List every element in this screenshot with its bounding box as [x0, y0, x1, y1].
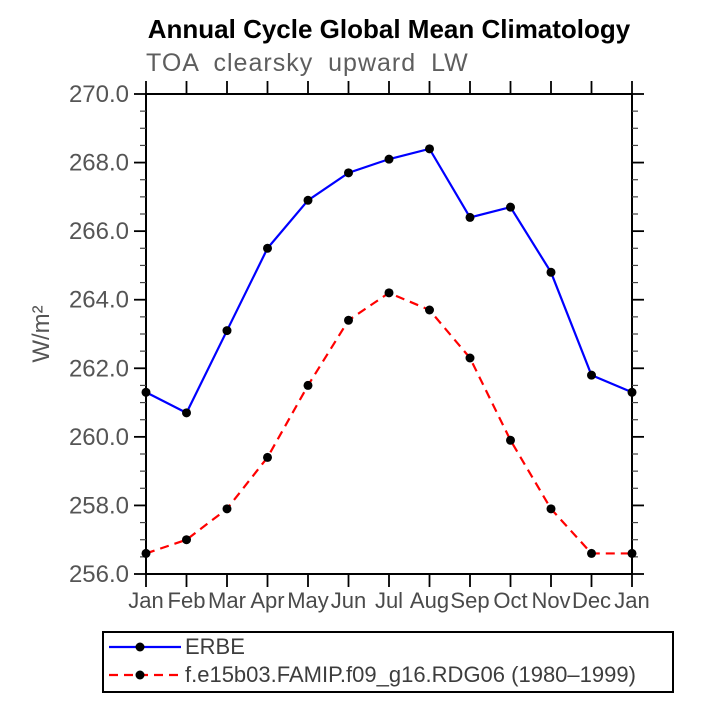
data-point-marker — [425, 305, 434, 315]
y-tick-label: 262.0 — [69, 355, 129, 382]
data-point-marker — [506, 202, 515, 212]
legend-marker-1 — [135, 670, 145, 680]
y-tick-label: 266.0 — [69, 218, 129, 245]
y-tick-label: 268.0 — [69, 150, 129, 177]
data-point-marker — [587, 548, 596, 558]
data-point-marker — [263, 243, 272, 253]
legend-item-model: f.e15b03.FAMIP.f09_g16.RDG06 (1980–1999) — [104, 661, 672, 689]
month-label: Aug — [410, 588, 449, 613]
data-point-marker — [546, 504, 556, 514]
month-label: May — [287, 588, 329, 613]
series-line-erbe — [145, 147, 633, 415]
data-point-marker — [425, 144, 434, 154]
legend-sample-line-1 — [109, 670, 181, 680]
data-point-marker — [344, 315, 353, 325]
data-point-marker — [587, 370, 596, 380]
legend-label-model: f.e15b03.FAMIP.f09_g16.RDG06 (1980–1999) — [185, 662, 636, 687]
data-point-marker — [222, 326, 232, 336]
month-label: Apr — [250, 588, 284, 613]
y-tick-label: 258.0 — [69, 492, 129, 519]
data-point-marker — [182, 535, 191, 545]
series-line-model — [145, 291, 632, 555]
plot-border — [145, 93, 633, 575]
data-point-marker — [546, 267, 556, 277]
month-label: Jan — [128, 588, 163, 613]
legend-label-erbe: ERBE — [185, 634, 245, 659]
legend-marker-0 — [135, 642, 145, 652]
month-label: Nov — [531, 588, 570, 613]
legend-item-erbe: ERBE — [104, 633, 672, 661]
y-tick-label: 260.0 — [69, 424, 129, 451]
month-label: Jan — [614, 588, 649, 613]
legend-sample-line-0 — [109, 642, 181, 652]
month-label: Jun — [331, 588, 366, 613]
data-point-marker — [303, 380, 313, 390]
data-point-marker — [182, 408, 191, 418]
chart-title: Annual Cycle Global Mean Climatology — [147, 14, 631, 44]
data-point-marker — [627, 387, 637, 397]
chart-subtitle: TOA clearsky upward LW — [146, 49, 469, 77]
y-tick-label: 256.0 — [69, 561, 129, 588]
data-point-marker — [222, 504, 232, 514]
month-label: Dec — [572, 588, 611, 613]
data-point-marker — [263, 452, 272, 462]
data-point-marker — [465, 353, 475, 363]
month-label: Oct — [493, 588, 527, 613]
data-point-marker — [303, 195, 313, 205]
month-label: Sep — [450, 588, 489, 613]
y-tick-label: 270.0 — [69, 81, 129, 108]
month-label: Jul — [375, 588, 403, 613]
data-point-marker — [506, 435, 515, 445]
data-point-marker — [627, 548, 637, 558]
month-label: Mar — [208, 588, 246, 613]
data-point-marker — [141, 387, 151, 397]
data-point-marker — [141, 548, 151, 558]
legend-box: ERBE f.e15b03.FAMIP.f09_g16.RDG06 (1980–… — [102, 631, 674, 693]
y-tick-label: 264.0 — [69, 287, 129, 314]
data-point-marker — [384, 288, 394, 298]
data-point-marker — [465, 212, 475, 222]
month-label: Feb — [168, 588, 206, 613]
data-point-marker — [344, 168, 353, 178]
plot-area: 256.0 258.0 260.0 262.0 264.0 266.0 268.0 270.0… — [69, 81, 650, 613]
data-point-marker — [384, 154, 394, 164]
